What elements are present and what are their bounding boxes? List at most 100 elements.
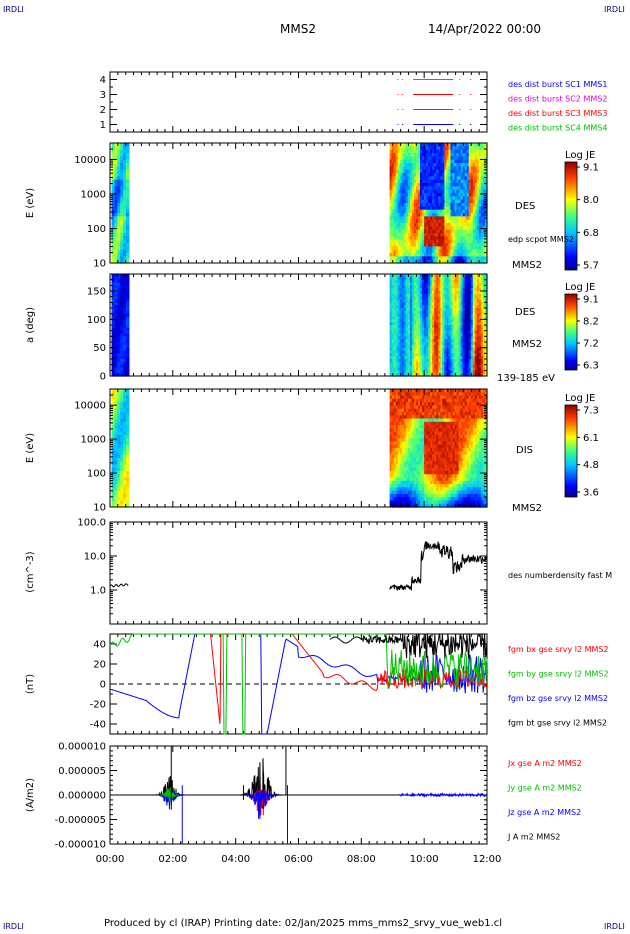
- spectrogram-cell: [117, 415, 121, 420]
- spectrogram-cell: [430, 313, 433, 318]
- spectrogram-cell: [120, 282, 124, 286]
- spectrogram-cell: [468, 336, 472, 340]
- spectrogram-cell: [456, 350, 460, 354]
- spectrogram-cell: [474, 344, 478, 349]
- spectrogram-cell: [403, 149, 407, 154]
- spectrogram-cell: [468, 179, 472, 184]
- spectrogram-cell: [474, 236, 478, 241]
- spectrogram-cell: [470, 370, 474, 374]
- spectrogram-cell: [111, 299, 116, 303]
- spectrogram-cell: [395, 193, 399, 197]
- spectrogram-cell: [117, 223, 121, 227]
- spectrogram-cell: [448, 293, 452, 298]
- spectrogram-cell: [476, 330, 480, 335]
- spectrogram-cell: [389, 299, 393, 303]
- spectrogram-cell: [448, 146, 452, 151]
- spectrogram-cell: [424, 276, 427, 281]
- spectrogram-cell: [120, 319, 124, 323]
- spectrogram-cell: [474, 282, 478, 286]
- spectrogram-cell: [389, 196, 393, 201]
- spectrogram-cell: [468, 364, 472, 369]
- spectrogram-cell: [111, 310, 116, 315]
- spectrogram-cell: [456, 359, 460, 363]
- spectrogram-cell: [432, 179, 435, 184]
- spectrogram-cell: [482, 243, 486, 247]
- spectrogram-cell: [120, 347, 124, 352]
- spectrogram-cell: [420, 166, 423, 171]
- spectrogram-cell: [426, 199, 429, 204]
- spectrogram-cell: [393, 461, 397, 465]
- spectrogram-cell: [393, 256, 397, 261]
- spectrogram-cell: [482, 249, 486, 254]
- spectrogram-cell: [434, 293, 437, 298]
- spectrogram-cell: [462, 282, 466, 286]
- spectrogram-cell: [426, 308, 429, 312]
- spectrogram-cell: [403, 223, 407, 227]
- spectrogram-cell: [413, 308, 417, 312]
- spectrogram-cell: [397, 373, 401, 377]
- spectrogram-cell: [407, 451, 411, 456]
- spectrogram-cell: [484, 359, 488, 363]
- spectrogram-cell: [409, 392, 413, 397]
- spectrogram-cell: [389, 253, 393, 257]
- spectrogram-cell: [440, 361, 443, 366]
- spectrogram-cell: [125, 336, 130, 340]
- spectrogram-cell: [442, 243, 445, 247]
- spectrogram-cell: [428, 344, 431, 349]
- spectrogram-cell: [420, 213, 423, 217]
- spectrogram-cell: [446, 302, 450, 306]
- spectrogram-cell: [117, 339, 121, 343]
- spectrogram-cell: [407, 411, 411, 416]
- spectrogram-cell: [438, 159, 441, 164]
- spectrogram-cell: [389, 370, 393, 374]
- spectrogram-cell: [442, 176, 445, 181]
- spectrogram-cell: [438, 322, 441, 326]
- spectrogram-cell: [391, 206, 395, 211]
- spectrogram-cell: [114, 344, 118, 349]
- spectrogram-cell: [114, 444, 118, 449]
- spectrogram-cell: [440, 206, 443, 211]
- spectrogram-cell: [474, 246, 478, 251]
- spectrogram-cell: [405, 347, 409, 352]
- spectrogram-cell: [460, 373, 464, 377]
- spectrogram-cell: [478, 259, 482, 264]
- spectrogram-cell: [450, 353, 454, 357]
- spectrogram-cell: [123, 308, 127, 312]
- spectrogram-cell: [418, 299, 421, 303]
- spectrogram-cell: [415, 339, 419, 343]
- spectrogram-cell: [409, 467, 413, 472]
- spectrogram-cell: [474, 259, 478, 264]
- spectrogram-cell: [476, 288, 480, 292]
- spectrogram-cell: [397, 156, 401, 161]
- spectrogram-cell: [446, 305, 450, 309]
- spectrogram-cell: [464, 296, 468, 301]
- spectrogram-cell: [413, 209, 417, 214]
- spectrogram-cell: [407, 361, 411, 366]
- spectrogram-cell: [468, 226, 472, 231]
- spectrogram-cell: [413, 219, 417, 224]
- spectrogram-cell: [413, 279, 417, 284]
- spectrogram-cell: [411, 448, 415, 452]
- spectrogram-cell: [123, 173, 127, 177]
- des-pitch-tick-label: 100: [87, 315, 106, 326]
- spectrogram-cell: [405, 206, 409, 211]
- spectrogram-cell: [389, 451, 393, 456]
- spectrogram-cell: [484, 310, 488, 315]
- spectrogram-cell: [436, 156, 439, 161]
- spectrogram-cell: [426, 233, 429, 237]
- spectrogram-cell: [442, 173, 445, 177]
- spectrogram-cell: [411, 219, 415, 224]
- spectrogram-cell: [403, 325, 407, 329]
- spectrogram-cell: [391, 364, 395, 369]
- spectrogram-cell: [470, 361, 474, 366]
- spectrogram-cell: [391, 327, 395, 332]
- spectrogram-cell: [422, 350, 425, 354]
- spectrogram-cell: [123, 431, 127, 436]
- spectrogram-cell: [418, 367, 421, 371]
- spectrogram-cell: [407, 243, 411, 247]
- spectrogram-cell: [474, 308, 478, 312]
- spectrogram-cell: [428, 305, 431, 309]
- spectrogram-cell: [484, 276, 488, 281]
- spectrogram-cell: [407, 497, 411, 502]
- spectrogram-cell: [389, 276, 393, 281]
